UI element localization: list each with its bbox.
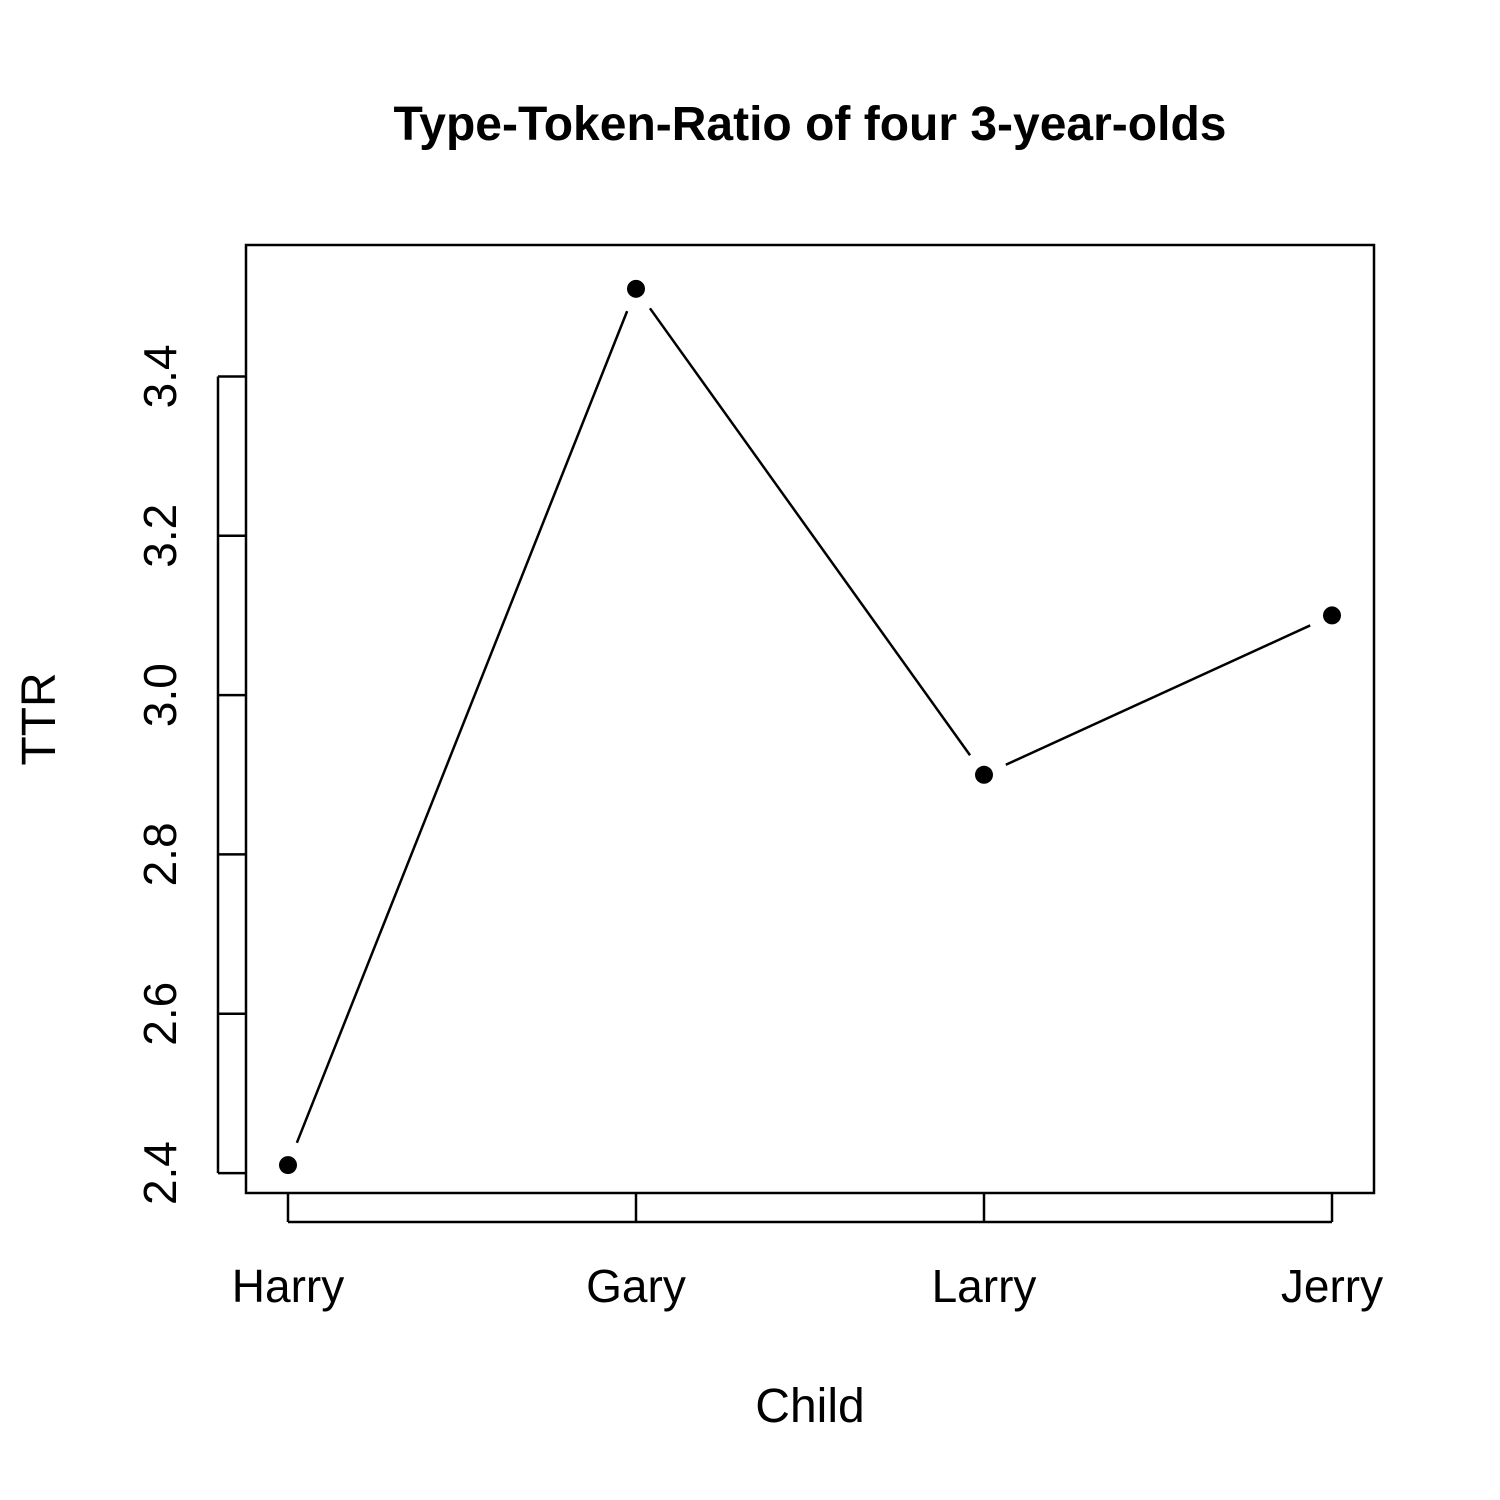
series-line [295,307,1311,1144]
series-segment [1005,624,1311,766]
x-axis: Harry Gary Larry Jerry [232,1193,1383,1312]
series-points [279,279,1341,1175]
y-tick-label: 2.4 [134,1141,186,1205]
series-segment [648,307,972,756]
y-axis: 2.4 2.6 2.8 3.0 3.2 3.4 [134,344,246,1205]
data-point [627,279,645,298]
x-tick-label: Larry [932,1260,1037,1312]
y-tick-label: 2.8 [134,822,186,886]
y-tick-label: 2.6 [134,982,186,1046]
data-point [279,1156,297,1175]
y-tick-label: 3.0 [134,663,186,727]
x-tick-label: Gary [586,1260,686,1312]
y-tick-label: 3.4 [134,344,186,408]
data-point [1323,606,1341,625]
x-tick-label: Jerry [1281,1260,1383,1312]
series-segment [295,310,629,1144]
x-tick-label: Harry [232,1260,344,1312]
x-axis-label: Child [755,1380,864,1433]
data-point [975,765,993,784]
y-axis-label: TTR [13,672,66,765]
chart-title: Type-Token-Ratio of four 3-year-olds [394,98,1227,151]
y-tick-label: 3.2 [134,504,186,568]
plot-frame [244,243,1376,1195]
